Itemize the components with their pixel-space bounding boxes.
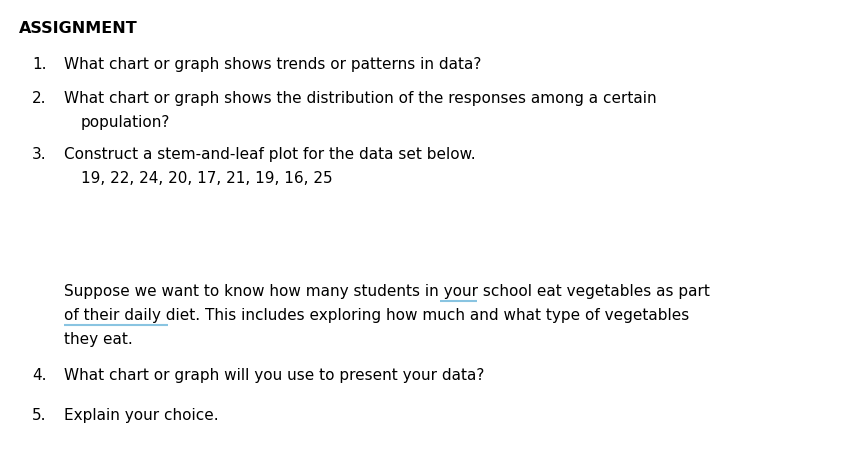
Text: 19, 22, 24, 20, 17, 21, 19, 16, 25: 19, 22, 24, 20, 17, 21, 19, 16, 25 [81,171,332,186]
Text: 3.: 3. [32,147,47,162]
Text: 4.: 4. [32,368,47,383]
Text: population?: population? [81,115,170,130]
Text: What chart or graph shows trends or patterns in data?: What chart or graph shows trends or patt… [64,57,481,72]
Text: of their daily diet. This includes exploring how much and what type of vegetable: of their daily diet. This includes explo… [64,308,689,323]
Text: 2.: 2. [32,91,47,106]
Text: Explain your choice.: Explain your choice. [64,408,218,423]
Text: 1.: 1. [32,57,47,72]
Text: 5.: 5. [32,408,47,423]
Text: What chart or graph will you use to present your data?: What chart or graph will you use to pres… [64,368,484,383]
Text: Suppose we want to know how many students in your school eat vegetables as part: Suppose we want to know how many student… [64,284,710,299]
Text: Construct a stem-and-leaf plot for the data set below.: Construct a stem-and-leaf plot for the d… [64,147,475,162]
Text: ASSIGNMENT: ASSIGNMENT [19,21,138,36]
Text: What chart or graph shows the distribution of the responses among a certain: What chart or graph shows the distributi… [64,91,656,106]
Text: they eat.: they eat. [64,332,133,347]
